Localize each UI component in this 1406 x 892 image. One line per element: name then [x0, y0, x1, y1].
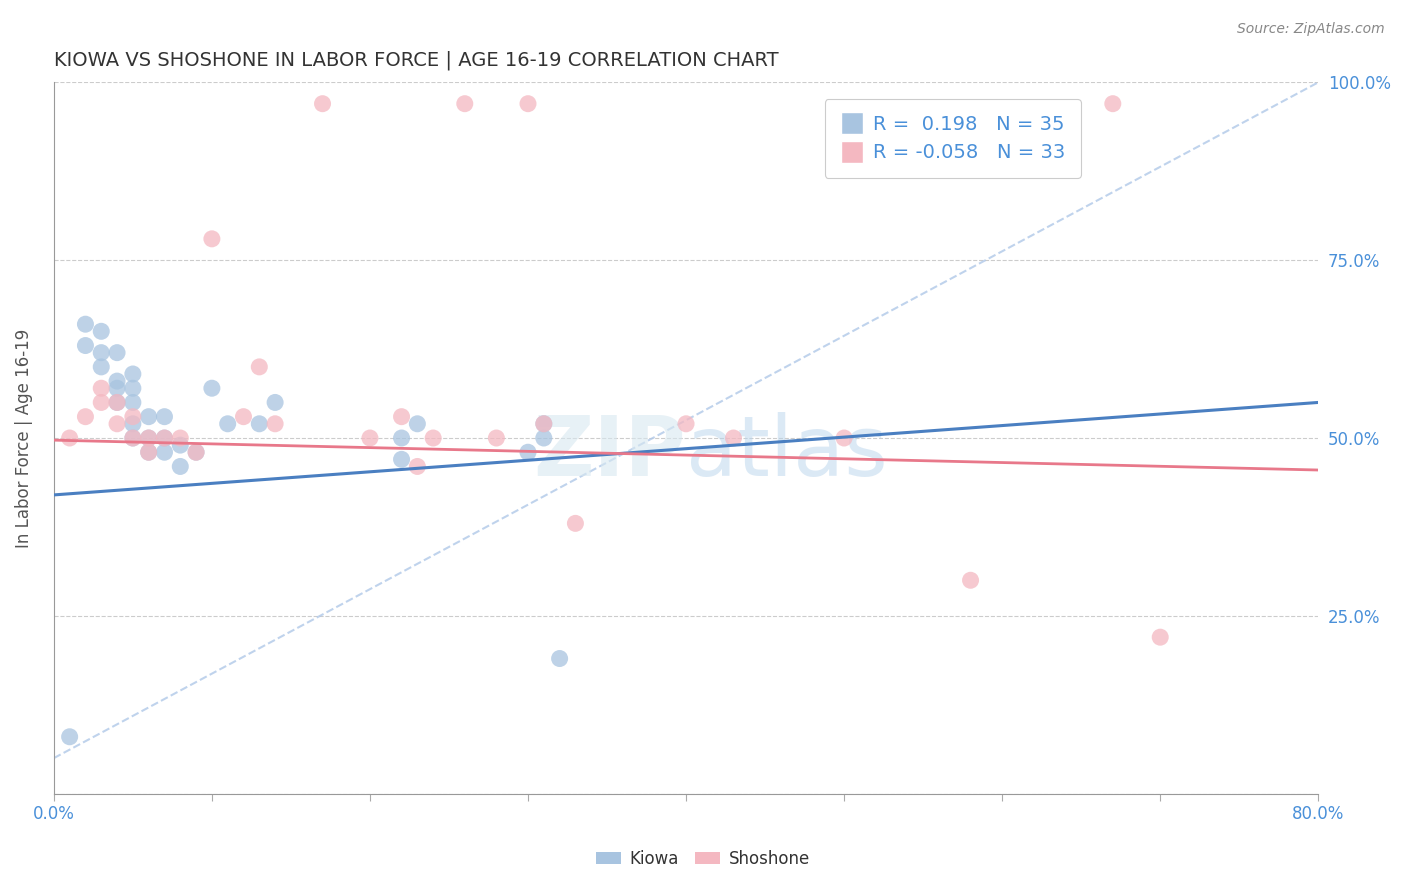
Point [90, 359, 112, 374]
Point [548, 651, 571, 665]
Point [391, 409, 413, 424]
Point [264, 395, 287, 409]
Point [153, 409, 176, 424]
Point [169, 431, 191, 445]
Text: KIOWA VS SHOSHONE IN LABOR FORCE | AGE 16-19 CORRELATION CHART: KIOWA VS SHOSHONE IN LABOR FORCE | AGE 1… [53, 51, 779, 70]
Text: Source: ZipAtlas.com: Source: ZipAtlas.com [1237, 22, 1385, 37]
Point [138, 431, 160, 445]
Text: atlas: atlas [686, 412, 887, 492]
Point [723, 431, 745, 445]
Point [105, 381, 128, 395]
Point [138, 409, 160, 424]
Point [90, 381, 112, 395]
Point [422, 431, 444, 445]
Point [533, 417, 555, 431]
Point [201, 381, 224, 395]
Point [59, 431, 82, 445]
Point [90, 345, 112, 359]
Point [454, 96, 477, 111]
Point [138, 445, 160, 459]
Point [169, 438, 191, 452]
Point [517, 96, 540, 111]
Point [391, 452, 413, 467]
Point [105, 374, 128, 388]
Point [232, 409, 254, 424]
Y-axis label: In Labor Force | Age 16-19: In Labor Force | Age 16-19 [15, 328, 32, 548]
Point [359, 431, 381, 445]
Point [90, 324, 112, 338]
Point [105, 395, 128, 409]
Point [105, 345, 128, 359]
Point [311, 96, 333, 111]
Point [184, 445, 207, 459]
Point [247, 417, 270, 431]
Point [105, 395, 128, 409]
Point [121, 431, 143, 445]
Point [1149, 630, 1171, 644]
Point [121, 381, 143, 395]
Point [153, 431, 176, 445]
Point [75, 338, 97, 352]
Point [121, 417, 143, 431]
Point [247, 359, 270, 374]
Point [121, 395, 143, 409]
Point [391, 431, 413, 445]
Point [121, 409, 143, 424]
Point [59, 730, 82, 744]
Point [832, 431, 855, 445]
Point [121, 431, 143, 445]
Point [169, 459, 191, 474]
Point [959, 574, 981, 588]
Text: ZIP: ZIP [533, 412, 686, 492]
Point [201, 232, 224, 246]
Point [153, 431, 176, 445]
Point [105, 417, 128, 431]
Point [184, 445, 207, 459]
Point [75, 317, 97, 331]
Point [217, 417, 239, 431]
Point [533, 417, 555, 431]
Point [138, 445, 160, 459]
Point [406, 459, 429, 474]
Point [406, 417, 429, 431]
Point [485, 431, 508, 445]
Point [153, 445, 176, 459]
Legend: R =  0.198   N = 35, R = -0.058   N = 33: R = 0.198 N = 35, R = -0.058 N = 33 [824, 99, 1081, 178]
Point [75, 409, 97, 424]
Point [138, 431, 160, 445]
Point [121, 367, 143, 381]
Point [1101, 96, 1123, 111]
Point [533, 431, 555, 445]
Point [675, 417, 697, 431]
Point [517, 445, 540, 459]
Point [264, 417, 287, 431]
Legend: Kiowa, Shoshone: Kiowa, Shoshone [589, 844, 817, 875]
Point [564, 516, 586, 531]
Point [90, 395, 112, 409]
